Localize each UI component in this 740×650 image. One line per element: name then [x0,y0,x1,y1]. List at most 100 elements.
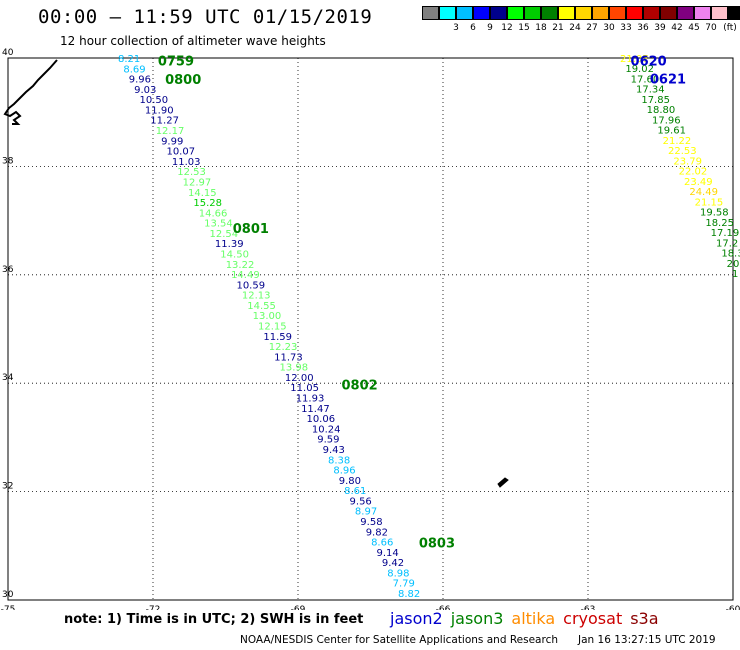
swh-value: 7.79 [393,579,415,590]
swh-value: 17.2 [716,238,738,249]
swh-value: 14.49 [231,270,260,281]
swh-value: 17.60 [631,74,660,85]
swh-value: 9.14 [376,548,398,559]
legend-label: 36 [637,23,649,33]
swh-value: 9.58 [360,517,382,528]
pass-time-label: 0620 [631,55,667,70]
legend-swatch [711,6,728,20]
lon-tick-label: -63 [581,605,596,610]
swh-value: 22.02 [679,167,708,178]
legend-swatch [422,6,439,20]
legend-swatch [643,6,660,20]
legend-swatch [626,6,643,20]
swh-value: 9.43 [323,445,345,456]
swh-value: 18.3 [721,249,740,260]
legend-label: 33 [620,23,632,33]
pass-time-label: 0802 [342,379,378,394]
legend-unit: (ft) [723,23,737,33]
swh-value: 9.59 [317,435,339,446]
legend-swatch [456,6,473,20]
legend-swatch [677,6,694,20]
swh-value: 14.66 [199,208,228,219]
swh-value: 9.82 [366,527,388,538]
swh-value: 23.79 [673,156,702,167]
swh-value: 14.55 [247,301,276,312]
swh-value: 8.66 [371,538,393,549]
swh-value: 20 [727,259,740,270]
swh-value: 12.13 [242,291,271,302]
legend-swatch [439,6,456,20]
swh-value: 9.80 [339,476,361,487]
swh-value: 11.39 [215,239,244,250]
satellite-name: altika [511,609,556,628]
swh-value: 10.07 [166,147,195,158]
swh-value: 24.49 [689,187,718,198]
swh-value: 21.22 [663,136,692,147]
lat-tick-label: 32 [2,482,13,492]
map-frame [7,57,734,601]
satellite-name: s3a [630,609,659,628]
lon-tick-label: -72 [146,605,161,610]
legend-swatch [558,6,575,20]
swh-value: 22.53 [668,146,697,157]
swh-value: 9.56 [350,496,372,507]
legend-swatch [694,6,711,20]
island-shape [497,477,509,488]
legend-label: 27 [586,23,598,33]
swh-value: 11.73 [274,352,303,363]
swh-value: 12.97 [183,177,212,188]
lat-tick-label: 34 [2,373,14,383]
pass-time-label: 0759 [158,55,194,70]
legend-label: 21 [552,23,564,33]
legend-swatch [660,6,677,20]
swh-value: 10.50 [140,95,169,106]
page-subtitle: 12 hour collection of altimeter wave hei… [60,34,326,48]
swh-value: 12.15 [258,322,287,333]
legend-label: 24 [569,23,581,33]
satellite-legend: jason2 jason3 altika cryosat s3a [390,609,667,628]
swh-value: 11.03 [172,157,201,168]
swh-value: 8.21 [118,54,140,65]
swh-value: 14.50 [220,249,249,260]
generation-timestamp: Jan 16 13:27:15 UTC 2019 [578,634,716,646]
swh-value: 10.59 [236,280,265,291]
legend-label: 6 [470,23,476,33]
swh-value: 9.03 [134,85,156,96]
swh-value: 13.54 [204,219,233,230]
credit-line: NOAA/NESDIS Center for Satellite Applica… [240,634,558,646]
legend-swatch [609,6,626,20]
legend-label: 30 [603,23,615,33]
swh-value: 11.93 [296,394,325,405]
legend-label: 70 [705,23,717,33]
legend-label: 18 [535,23,547,33]
coastline [3,59,58,125]
swh-value: 19.02 [625,64,654,75]
swh-value: 12.23 [269,342,298,353]
legend-label: 42 [671,23,683,33]
page-title: 00:00 – 11:59 UTC 01/15/2019 [38,6,373,28]
swh-value: 17.19 [711,228,740,239]
swh-value: 18.80 [647,105,676,116]
swh-value: 8.61 [344,486,366,497]
legend-label: 39 [654,23,666,33]
swh-value: 12.54 [210,229,239,240]
legend-swatch [490,6,507,20]
lon-tick-label: -75 [1,605,16,610]
legend-swatch [541,6,558,20]
swh-value: 17.96 [652,115,681,126]
satellite-name: jason2 [390,609,443,628]
footnote: note: 1) Time is in UTC; 2) SWH is in fe… [64,612,364,627]
swh-value: 12.53 [177,167,206,178]
lat-tick-label: 36 [2,265,14,275]
legend-label: 45 [688,23,700,33]
swh-value: 15.28 [193,198,222,209]
swh-value: 21.15 [695,197,724,208]
swh-value: 17.34 [636,85,665,96]
lat-tick-label: 40 [2,48,14,58]
swh-value: 13.98 [280,363,309,374]
swh-value: 9.42 [382,558,404,569]
pass-time-label: 0621 [650,72,686,87]
lat-tick-label: 38 [2,156,14,166]
swh-value: 8.98 [387,568,409,579]
legend-label: 15 [518,23,530,33]
